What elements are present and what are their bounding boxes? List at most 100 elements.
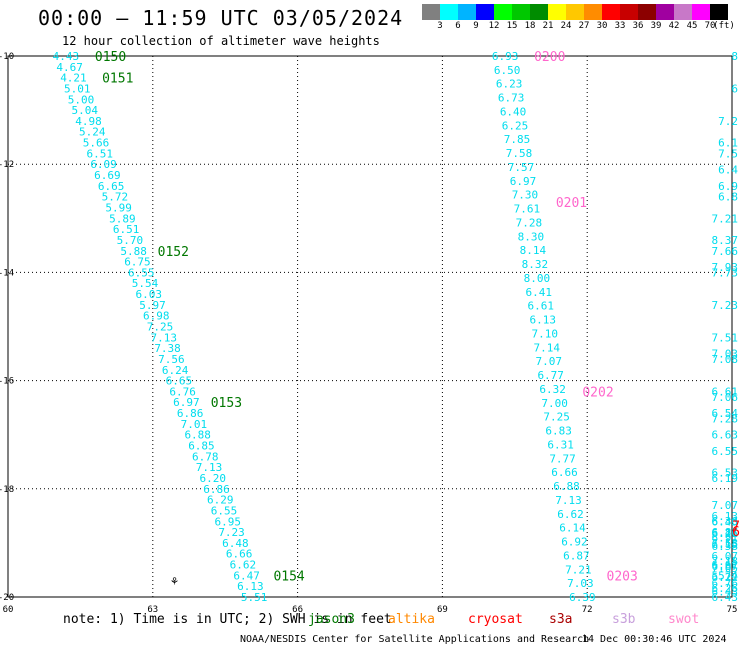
colorbar-swatch — [494, 4, 512, 20]
wave-height-value: 6.55 — [128, 266, 155, 279]
wave-height-value: 6.15 — [712, 538, 739, 551]
mission-legend-jason3: jason3 — [308, 612, 355, 627]
wave-height-value: 6.25 — [502, 119, 529, 132]
wave-height-value: 6.88 — [553, 480, 580, 493]
page-subtitle: 12 hour collection of altimeter wave hei… — [62, 34, 380, 48]
wave-height-value: 6.61 — [528, 300, 555, 313]
wave-height-value: 6.54 — [712, 407, 739, 420]
wave-height-value: 5.88 — [120, 245, 147, 258]
wave-height-value: 6.66 — [551, 466, 578, 479]
colorbar-label: 45 — [686, 21, 698, 31]
wave-height-value: 7.01 — [181, 418, 208, 431]
wave-height-value: 5.70 — [117, 234, 144, 247]
colorbar-label: 70 — [704, 21, 716, 31]
colorbar-labels: 3 6 9 12 15 18 21 24 27 30 33 36 39 42 45 70 (ft) — [422, 21, 740, 33]
colorbar-swatch — [656, 4, 674, 20]
lat-tick-label: -18 — [0, 485, 14, 495]
wave-height-value: 6.87 — [712, 560, 739, 573]
wave-height-value: 6.43 — [712, 586, 739, 599]
colorbar-swatch — [566, 4, 584, 20]
wave-height-value: 6.83 — [545, 425, 572, 438]
wave-height-value: 5.4 — [718, 569, 738, 582]
wave-height-value: 4.98 — [75, 115, 102, 128]
wave-height-value: 5.54 — [132, 277, 159, 290]
wave-height-value: 7.38 — [154, 342, 181, 355]
colorbar-label: 39 — [650, 21, 662, 31]
mission-legend-altika: altika — [388, 612, 435, 627]
wave-height-value: 7.21 — [565, 563, 592, 576]
wave-height-value: 6.65 — [166, 375, 193, 388]
colorbar-swatch — [422, 4, 440, 20]
wave-height-value: 7.93 — [712, 261, 739, 274]
lat-tick-label: -12 — [0, 160, 14, 170]
wave-height-value: 6.73 — [498, 92, 525, 105]
colorbar-swatch — [602, 4, 620, 20]
pass-time-label: 0152 — [158, 245, 189, 260]
wave-height-value: 6.03 — [135, 288, 162, 301]
wave-height-value: 7.13 — [555, 494, 582, 507]
wave-height-value: 6.65 — [98, 180, 125, 193]
wave-height-value: 6.76 — [169, 385, 196, 398]
wave-height-value: 6.09 — [90, 158, 117, 171]
wave-height-value: 6.26 — [712, 582, 739, 595]
wave-height-value: 6.14 — [559, 522, 586, 535]
wave-height-value: 8.30 — [518, 230, 545, 243]
wave-height-value: 7.77 — [549, 452, 576, 465]
lon-tick-label: 66 — [292, 605, 303, 615]
wave-height-value: 7.58 — [712, 537, 739, 550]
wave-height-value: 5.72 — [102, 191, 129, 204]
footer-credit: NOAA/NESDIS Center for Satellite Applica… — [240, 634, 590, 645]
colorbar-swatch — [710, 4, 728, 20]
wave-height-value: 6.47 — [233, 569, 260, 582]
wave-height-value: 7.03 — [712, 348, 739, 361]
wave-height-value: 7.61 — [514, 203, 541, 216]
colorbar-swatch — [584, 4, 602, 20]
wave-height-value: 6.93 — [492, 50, 519, 63]
wave-height-value: 7.21 — [712, 212, 739, 225]
wave-height-value: 6.22 — [712, 571, 739, 584]
wave-height-value: 6.69 — [94, 169, 121, 182]
wave-height-value: 7.14 — [533, 341, 560, 354]
wave-height-value: 5.74 — [712, 569, 739, 582]
colorbar-label: 12 — [488, 21, 500, 31]
colorbar-swatch — [638, 4, 656, 20]
wave-height-value: 6.23 — [496, 78, 523, 91]
wave-height-value: 6.78 — [192, 450, 219, 463]
wave-height-value: 6.55 — [712, 445, 739, 458]
wave-height-value: 6.13 — [530, 314, 557, 327]
lat-tick-label: -14 — [0, 268, 14, 278]
wave-height-value: 8.00 — [524, 272, 551, 285]
colorbar-label: (ft) — [713, 21, 735, 31]
colorbar-label: 15 — [506, 21, 518, 31]
wave-height-value: 7.13 — [196, 461, 223, 474]
pass-time-label: 0202 — [582, 385, 613, 400]
colorbar-swatch — [458, 4, 476, 20]
wave-height-value: 5.51 — [241, 591, 268, 604]
wave-height-value: 7.73 — [712, 266, 739, 279]
colorbar-label: 21 — [542, 21, 554, 31]
wave-height-value: 7.23 — [218, 526, 245, 539]
lon-tick-label: 69 — [437, 605, 448, 615]
wave-height-value: 6.13 — [712, 510, 739, 523]
wave-height-value: 6.50 — [494, 64, 521, 77]
wave-height-value: 4.43 — [53, 50, 80, 63]
colorbar-swatch — [476, 4, 494, 20]
mission-legend-swot: swot — [668, 612, 700, 627]
wave-height-value: 6.24 — [162, 364, 189, 377]
lon-tick-label: 60 — [3, 605, 14, 615]
wave-height-value: 6.43 — [712, 591, 739, 604]
colorbar-swatch — [440, 4, 458, 20]
wave-height-value: 6.39 — [569, 591, 596, 604]
wave-height-value: 6.55 — [211, 504, 238, 517]
colorbar-swatch — [512, 4, 530, 20]
pass-time-label: 0153 — [211, 396, 242, 411]
wave-height-value: 6.75 — [124, 256, 151, 269]
pass-time-label: 0203 — [607, 569, 638, 584]
wave-height-value: 5.04 — [71, 104, 98, 117]
wave-height-value: 7.25 — [147, 321, 174, 334]
wave-height-value: 6.19 — [712, 472, 739, 485]
footer-timestamp: 14 Dec 00:30:46 UTC 2024 — [582, 634, 727, 645]
colorbar-swatch — [548, 4, 566, 20]
wave-height-value: 7.08 — [712, 353, 739, 366]
